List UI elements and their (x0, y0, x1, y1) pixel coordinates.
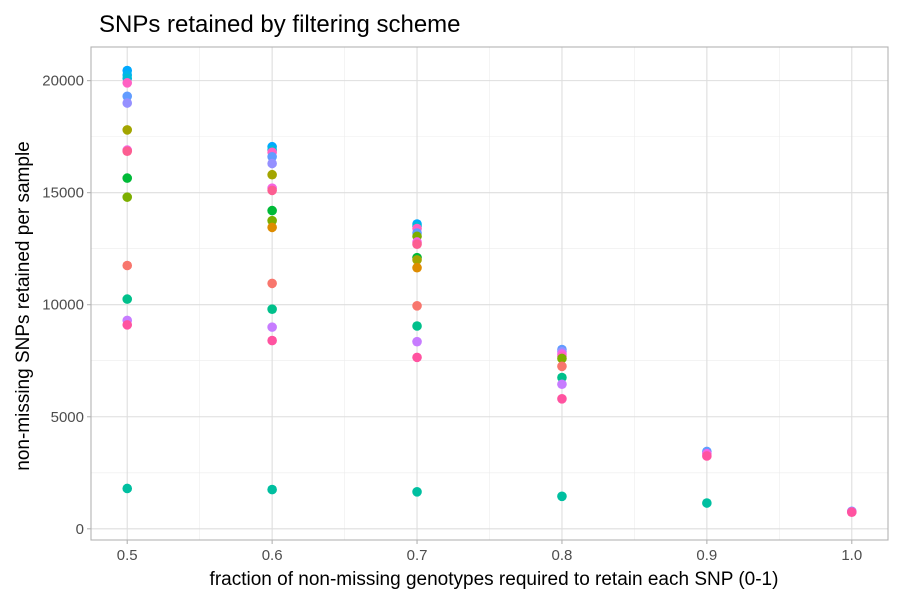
data-point (267, 205, 277, 216)
data-point (557, 379, 567, 390)
plot-panel-border (90, 46, 889, 541)
data-point (267, 158, 277, 169)
data-point (412, 321, 422, 331)
data-point (122, 146, 133, 157)
data-point (267, 152, 277, 162)
x-axis-title: fraction of non-missing genotypes requir… (210, 569, 779, 590)
data-point (412, 352, 422, 363)
data-point (122, 173, 133, 183)
x-tick-label: 0.5 (117, 547, 138, 564)
y-axis-title: non-missing SNPs retained per sample (13, 141, 34, 471)
data-point (557, 491, 567, 502)
data-point (122, 294, 133, 304)
data-point (267, 304, 277, 314)
x-tick-label: 0.6 (262, 547, 283, 564)
data-points (122, 65, 857, 518)
chart-title: SNPs retained by filtering scheme (99, 11, 461, 38)
x-tick-label: 1.0 (841, 547, 862, 564)
x-tick-label: 0.8 (552, 547, 573, 564)
data-point (557, 372, 567, 383)
x-tick-label: 0.9 (696, 547, 717, 564)
data-point (122, 91, 133, 102)
data-point (702, 451, 712, 461)
data-point (846, 507, 857, 518)
data-point (267, 278, 277, 289)
y-tick-label: 10000 (42, 297, 84, 314)
data-point (267, 169, 277, 180)
x-tick-label: 0.7 (407, 547, 428, 564)
data-point (122, 98, 133, 108)
data-point (122, 192, 133, 202)
data-point (412, 301, 422, 311)
data-point (412, 239, 422, 249)
data-point (412, 487, 422, 497)
y-tick-label: 5000 (51, 409, 84, 426)
grid (91, 47, 888, 540)
data-point (122, 125, 133, 135)
data-point (557, 394, 567, 404)
data-point (702, 498, 712, 508)
data-point (267, 185, 277, 196)
y-tick-label: 15000 (42, 185, 84, 202)
data-point (557, 361, 567, 372)
axis-ticks: 0.5 0.6 0.7 0.8 0.9 1.0 0 5000 10000 15000 20000 (42, 73, 862, 564)
data-point (267, 215, 277, 226)
data-point (412, 255, 422, 265)
data-point (412, 336, 422, 347)
data-point (267, 484, 277, 495)
y-tick-label: 20000 (42, 73, 84, 90)
data-point (122, 320, 133, 330)
data-point (122, 483, 133, 494)
data-point (267, 222, 277, 233)
data-point (267, 335, 277, 346)
data-point (122, 260, 133, 271)
data-point (412, 262, 422, 273)
data-point (557, 353, 567, 364)
data-point (122, 78, 133, 88)
data-point (267, 322, 277, 332)
y-tick-label: 0 (76, 521, 84, 538)
